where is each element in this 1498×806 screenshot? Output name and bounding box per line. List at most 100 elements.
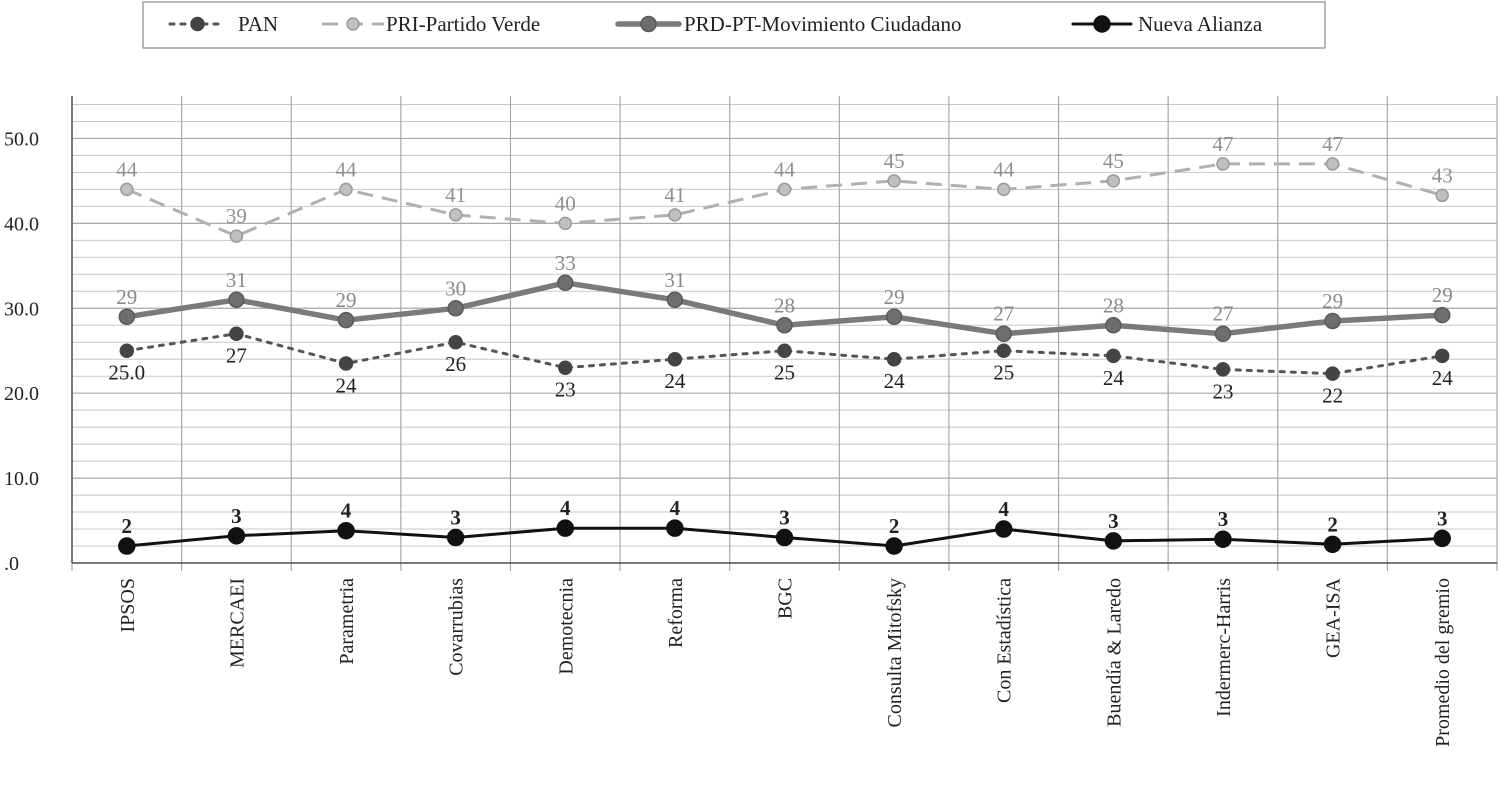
data-point: [885, 308, 903, 326]
data-point: [887, 174, 901, 188]
legend-swatch-marker: [1093, 15, 1111, 33]
data-label: 24: [1103, 366, 1125, 390]
data-label: 45: [884, 149, 905, 173]
data-point: [1433, 306, 1451, 324]
x-tick-label: Buendía & Laredo: [1103, 578, 1125, 727]
data-point: [667, 351, 683, 367]
data-point: [666, 519, 684, 537]
data-point: [339, 182, 353, 197]
data-label: 3: [450, 506, 461, 530]
data-point: [777, 182, 792, 197]
data-label: 41: [664, 183, 685, 207]
data-point: [337, 311, 355, 329]
data-label: 24: [884, 369, 906, 393]
data-label: 24: [1432, 366, 1454, 390]
chart-series: [118, 157, 1451, 555]
data-point: [1216, 157, 1230, 171]
data-label: 43: [1432, 163, 1453, 187]
data-label: 3: [779, 506, 790, 530]
legend-swatch-marker: [346, 17, 360, 31]
data-point: [118, 308, 136, 326]
data-point: [447, 300, 464, 317]
data-point: [1433, 529, 1451, 548]
data-label: 44: [993, 157, 1015, 181]
data-label: 2: [889, 514, 900, 538]
data-label: 29: [1322, 289, 1343, 313]
data-point: [1106, 348, 1121, 364]
data-label: 23: [1212, 379, 1233, 403]
data-label: 44: [774, 157, 796, 181]
legend-label: PAN: [238, 12, 278, 36]
data-point: [229, 229, 244, 243]
data-label: 29: [1432, 283, 1453, 307]
data-point: [1325, 366, 1340, 381]
y-tick-label: 20.0: [4, 383, 39, 405]
data-label: 2: [1327, 512, 1338, 536]
y-tick-label: 10.0: [4, 468, 39, 490]
y-tick-label: 50.0: [4, 128, 39, 150]
data-point: [556, 519, 575, 537]
x-tick-label: MERCAEI: [226, 578, 248, 668]
x-tick-label: Reforma: [665, 578, 687, 648]
data-point: [119, 343, 135, 358]
y-tick-label: 30.0: [4, 298, 39, 320]
y-tick-label: .0: [4, 553, 19, 575]
x-tick-label: Parametria: [336, 578, 358, 665]
legend-label: Nueva Alianza: [1138, 12, 1263, 36]
data-point: [1324, 312, 1341, 330]
chart-axes: .0 10.0 20.0 30.0 40.0 50.0 IPSOS MERCAEI Parame…: [4, 96, 1497, 747]
data-label: 4: [670, 496, 681, 520]
data-point: [886, 351, 902, 367]
data-label: 24: [336, 373, 358, 397]
data-point: [448, 208, 463, 222]
data-label: 29: [884, 285, 905, 309]
data-label: 27: [993, 302, 1014, 326]
data-label: 3: [1218, 507, 1229, 531]
data-label: 27: [1212, 302, 1233, 326]
data-point: [337, 521, 355, 540]
data-point: [229, 326, 244, 341]
data-label: 41: [445, 183, 466, 207]
data-point: [1106, 174, 1121, 188]
data-label: 23: [555, 378, 576, 402]
data-point: [1104, 532, 1123, 550]
data-point: [1215, 362, 1231, 377]
x-tick-label: Covarrubias: [446, 578, 468, 676]
data-point: [1434, 348, 1450, 364]
data-point: [1214, 530, 1232, 548]
data-label: 44: [336, 157, 358, 181]
data-label: 40: [555, 191, 576, 215]
data-point: [228, 291, 245, 309]
data-point: [666, 291, 684, 309]
y-tick-label: 40.0: [4, 213, 39, 235]
data-label: 4: [998, 497, 1009, 521]
data-point: [668, 208, 682, 222]
data-label: 25: [993, 361, 1014, 385]
data-point: [227, 527, 246, 545]
data-label: 25: [774, 361, 795, 385]
x-tick-label: Consulta Mitofsky: [884, 578, 906, 727]
legend-label: PRI-Partido Verde: [386, 12, 540, 36]
data-point: [557, 274, 574, 292]
data-label: 24: [664, 369, 686, 393]
data-point: [996, 343, 1011, 358]
data-label: 28: [1103, 293, 1124, 317]
chart-grid: [71, 96, 1498, 571]
data-label: 22: [1322, 384, 1343, 408]
x-tick-label: Indermerc-Harris: [1213, 578, 1235, 717]
data-point: [120, 182, 134, 197]
data-point: [1435, 188, 1449, 203]
data-point: [1105, 317, 1122, 334]
data-label: 26: [445, 352, 466, 376]
data-point: [448, 334, 463, 350]
data-point: [1214, 325, 1232, 342]
data-label: 3: [231, 504, 242, 528]
x-tick-label: GEA-ISA: [1323, 577, 1345, 658]
data-point: [558, 360, 573, 375]
data-label: 44: [116, 157, 138, 181]
data-label: 4: [560, 496, 571, 520]
data-point: [885, 537, 903, 555]
data-label: 33: [555, 251, 576, 275]
